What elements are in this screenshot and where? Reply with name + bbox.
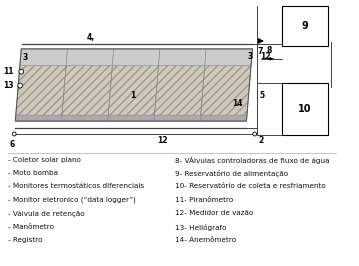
- Text: 1: 1: [130, 91, 136, 100]
- Text: 13- Heliógrafo: 13- Heliógrafo: [176, 223, 227, 231]
- Bar: [282, 82, 328, 135]
- Text: 6: 6: [10, 140, 15, 149]
- Text: 9- Reservatório de alimentação: 9- Reservatório de alimentação: [176, 170, 289, 177]
- Text: 10: 10: [298, 104, 312, 114]
- Circle shape: [19, 69, 24, 74]
- Text: - Monitor eletronico (“data logger”): - Monitor eletronico (“data logger”): [8, 197, 135, 203]
- Text: 8- VÁlvulas controladoras de fluxo de água: 8- VÁlvulas controladoras de fluxo de ág…: [176, 157, 330, 164]
- Circle shape: [253, 132, 257, 136]
- Circle shape: [12, 132, 16, 136]
- Text: - Manômetro: - Manômetro: [8, 223, 54, 230]
- Text: 5: 5: [259, 91, 265, 100]
- Polygon shape: [61, 115, 108, 121]
- Text: 4,: 4,: [87, 32, 95, 41]
- Polygon shape: [154, 66, 205, 115]
- Text: 12- Medidor de vazão: 12- Medidor de vazão: [176, 210, 254, 216]
- Polygon shape: [108, 66, 159, 115]
- Polygon shape: [200, 115, 247, 121]
- Polygon shape: [205, 49, 252, 66]
- Text: 12: 12: [261, 52, 271, 61]
- Polygon shape: [15, 115, 62, 121]
- Text: 9: 9: [302, 21, 308, 31]
- Text: - Moto bomba: - Moto bomba: [8, 170, 58, 176]
- Text: 2: 2: [258, 136, 264, 145]
- Polygon shape: [112, 49, 160, 66]
- Text: - Coletor solar plano: - Coletor solar plano: [8, 157, 80, 163]
- Text: 8: 8: [267, 46, 272, 55]
- Polygon shape: [20, 49, 67, 66]
- Polygon shape: [62, 66, 112, 115]
- Text: 12: 12: [157, 136, 167, 145]
- Polygon shape: [159, 49, 206, 66]
- Text: - Registro: - Registro: [8, 237, 42, 243]
- Text: 14: 14: [233, 99, 243, 108]
- Text: 11: 11: [3, 67, 13, 76]
- Polygon shape: [66, 49, 114, 66]
- Polygon shape: [108, 115, 154, 121]
- Text: 13: 13: [3, 81, 13, 90]
- Circle shape: [18, 83, 23, 88]
- Text: 10- Reservatório de coleta e resfriamento: 10- Reservatório de coleta e resfriament…: [176, 184, 326, 189]
- Text: 14- Anemômetro: 14- Anemômetro: [176, 237, 237, 243]
- Text: 3: 3: [23, 53, 28, 62]
- Text: 11- Piranômetro: 11- Piranômetro: [176, 197, 234, 203]
- Text: - Válvula de retenção: - Válvula de retenção: [8, 210, 84, 217]
- Polygon shape: [201, 66, 251, 115]
- Text: 3: 3: [247, 52, 253, 61]
- Polygon shape: [16, 66, 66, 115]
- Polygon shape: [154, 115, 201, 121]
- Text: 7: 7: [257, 47, 263, 56]
- Bar: [282, 6, 328, 46]
- Text: - Monitores termostáticos diferenciais: - Monitores termostáticos diferenciais: [8, 184, 144, 189]
